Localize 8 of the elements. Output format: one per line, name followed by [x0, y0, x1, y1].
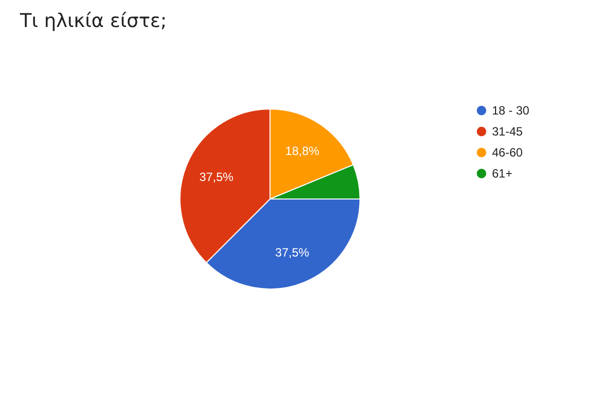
- chart-title: Τι ηλικία είστε;: [19, 10, 167, 32]
- data-label: 37,5%: [275, 246, 310, 260]
- legend-label: 18 - 30: [492, 104, 530, 118]
- legend-label: 61+: [492, 166, 512, 180]
- legend-label: 31-45: [492, 124, 524, 138]
- data-label: 18,8%: [285, 144, 320, 158]
- legend-label: 46-60: [492, 146, 524, 160]
- data-label: 37,5%: [199, 170, 234, 184]
